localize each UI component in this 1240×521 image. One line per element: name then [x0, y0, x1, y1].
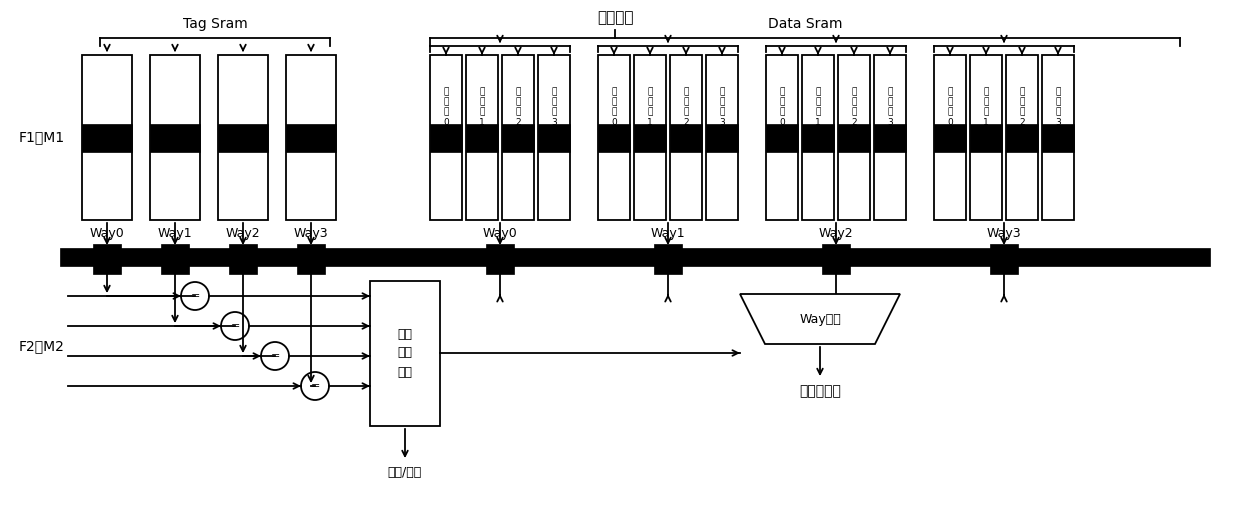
- Text: 存
储
体
1: 存 储 体 1: [983, 88, 988, 127]
- Bar: [802, 125, 835, 152]
- Text: 存
储
体
3: 存 储 体 3: [1055, 88, 1061, 127]
- Text: 存
储
体
3: 存 储 体 3: [887, 88, 893, 127]
- Bar: [822, 244, 849, 274]
- Bar: [970, 55, 1002, 220]
- Bar: [1042, 55, 1074, 220]
- Bar: [298, 244, 325, 274]
- Bar: [1006, 125, 1038, 152]
- Text: Way2: Way2: [818, 228, 853, 241]
- Bar: [1006, 55, 1038, 220]
- Text: 存
储
体
2: 存 储 体 2: [1019, 88, 1024, 127]
- Bar: [706, 125, 738, 152]
- Bar: [161, 244, 188, 274]
- Text: Way选择: Way选择: [799, 313, 841, 326]
- Bar: [766, 55, 799, 220]
- Text: 存
储
体
0: 存 储 体 0: [611, 88, 616, 127]
- Bar: [218, 55, 268, 220]
- Bar: [670, 55, 702, 220]
- Bar: [286, 125, 336, 152]
- Text: =: =: [231, 321, 239, 331]
- Bar: [653, 244, 682, 274]
- Text: 存
储
体
2: 存 储 体 2: [851, 88, 857, 127]
- Text: Way0: Way0: [482, 228, 517, 241]
- Text: 存
储
体
1: 存 储 体 1: [815, 88, 821, 127]
- Bar: [838, 125, 870, 152]
- Bar: [990, 244, 1018, 274]
- Text: Way3: Way3: [294, 228, 329, 241]
- Bar: [706, 55, 738, 220]
- Bar: [286, 55, 336, 220]
- Bar: [874, 55, 906, 220]
- Text: 存
储
体
2: 存 储 体 2: [683, 88, 688, 127]
- Text: 存
储
体
2: 存 储 体 2: [515, 88, 521, 127]
- Text: Tag Sram: Tag Sram: [182, 17, 247, 31]
- Bar: [466, 55, 498, 220]
- Bar: [430, 125, 463, 152]
- Bar: [218, 125, 268, 152]
- Bar: [60, 248, 1210, 266]
- Text: 存
储
体
0: 存 储 体 0: [779, 88, 785, 127]
- Text: =: =: [270, 351, 280, 361]
- Text: Way1: Way1: [651, 228, 686, 241]
- Text: 存
储
体
3: 存 储 体 3: [551, 88, 557, 127]
- Text: Way0: Way0: [89, 228, 124, 241]
- Text: 命中
判断
逻辑: 命中 判断 逻辑: [398, 328, 413, 378]
- Bar: [150, 55, 200, 220]
- Bar: [1042, 125, 1074, 152]
- Text: 存
储
体
0: 存 储 体 0: [443, 88, 449, 127]
- Text: 命中/缺失: 命中/缺失: [388, 466, 422, 479]
- Bar: [538, 125, 570, 152]
- Text: Way1: Way1: [157, 228, 192, 241]
- Bar: [93, 244, 122, 274]
- Bar: [970, 125, 1002, 152]
- Text: 存
储
体
1: 存 储 体 1: [647, 88, 653, 127]
- Text: F2或M2: F2或M2: [19, 339, 64, 353]
- Bar: [502, 125, 534, 152]
- Bar: [838, 55, 870, 220]
- Text: 访问地址: 访问地址: [596, 10, 634, 26]
- Bar: [634, 55, 666, 220]
- Text: F1或M1: F1或M1: [19, 130, 64, 144]
- Text: =: =: [310, 381, 320, 391]
- Polygon shape: [740, 294, 900, 344]
- Bar: [486, 244, 515, 274]
- Bar: [634, 125, 666, 152]
- Bar: [670, 125, 702, 152]
- Bar: [802, 55, 835, 220]
- Bar: [82, 55, 131, 220]
- Text: Way2: Way2: [226, 228, 260, 241]
- Text: Data Sram: Data Sram: [768, 17, 842, 31]
- Text: =: =: [190, 291, 200, 301]
- Bar: [82, 125, 131, 152]
- Bar: [766, 125, 799, 152]
- Bar: [150, 125, 200, 152]
- Text: Way3: Way3: [987, 228, 1022, 241]
- Bar: [934, 55, 966, 220]
- Text: 指令或数据: 指令或数据: [799, 384, 841, 398]
- Text: 存
储
体
3: 存 储 体 3: [719, 88, 725, 127]
- Text: 存
储
体
0: 存 储 体 0: [947, 88, 952, 127]
- Bar: [502, 55, 534, 220]
- Bar: [598, 125, 630, 152]
- Bar: [874, 125, 906, 152]
- Bar: [430, 55, 463, 220]
- Bar: [538, 55, 570, 220]
- Text: 存
储
体
1: 存 储 体 1: [479, 88, 485, 127]
- Bar: [466, 125, 498, 152]
- Bar: [934, 125, 966, 152]
- Bar: [598, 55, 630, 220]
- Bar: [229, 244, 257, 274]
- Bar: [370, 281, 440, 426]
